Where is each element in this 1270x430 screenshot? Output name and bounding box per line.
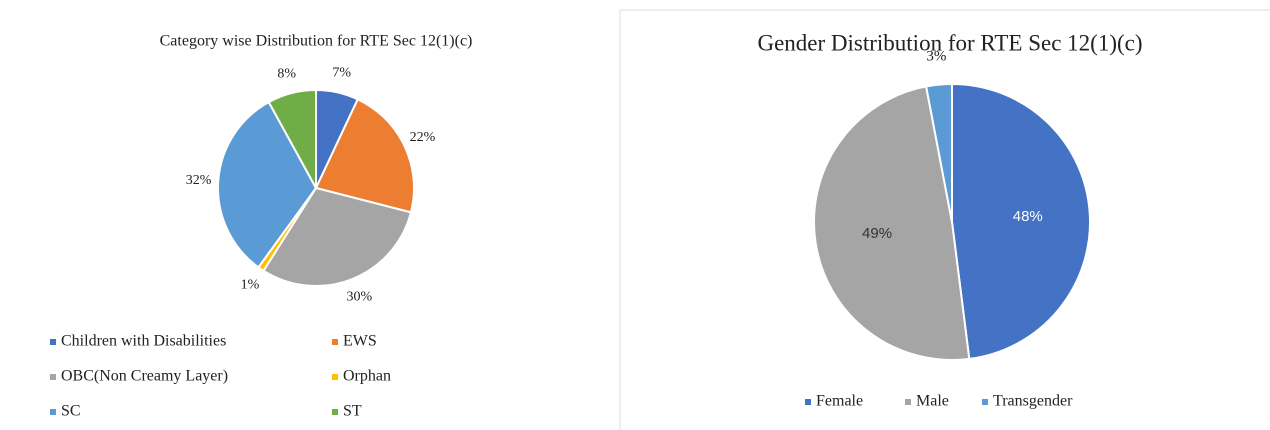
data-label: 7% (332, 65, 351, 80)
legend-marker (50, 409, 56, 415)
legend-label: Orphan (343, 368, 391, 385)
data-label: 1% (241, 277, 260, 292)
chart-title: Gender Distribution for RTE Sec 12(1)(c) (757, 30, 1142, 55)
data-label: 8% (277, 66, 296, 81)
legend-marker (982, 399, 988, 405)
legend-label: OBC(Non Creamy Layer) (61, 368, 228, 385)
data-label: 3% (926, 49, 946, 65)
legend-label: Female (816, 393, 863, 410)
legend-marker (332, 339, 338, 345)
legend-marker (332, 374, 338, 380)
pie-slice (267, 88, 317, 189)
pie-slice (813, 85, 971, 361)
legend-marker (50, 374, 56, 380)
pie-slice (217, 100, 318, 269)
data-label: 32% (186, 173, 212, 188)
legend-label: Children with Disabilities (61, 333, 226, 350)
pie-slice (951, 82, 1091, 361)
legend-label: Male (916, 393, 949, 410)
legend-label: EWS (343, 333, 377, 350)
legend-marker (50, 339, 56, 345)
legend-marker (905, 399, 911, 405)
data-label: 49% (862, 225, 892, 242)
data-label: 30% (346, 290, 372, 305)
legend-marker (805, 399, 811, 405)
legend-label: SC (61, 403, 81, 420)
legend-label: Transgender (993, 393, 1073, 410)
data-label: 22% (410, 130, 436, 145)
pie-slice (924, 82, 953, 223)
pie-slice (262, 186, 413, 287)
data-label: 48% (1013, 208, 1043, 225)
pie-slice (314, 97, 415, 214)
chart-title: Category wise Distribution for RTE Sec 1… (160, 33, 473, 50)
legend-marker (332, 409, 338, 415)
legend-label: ST (343, 403, 362, 420)
